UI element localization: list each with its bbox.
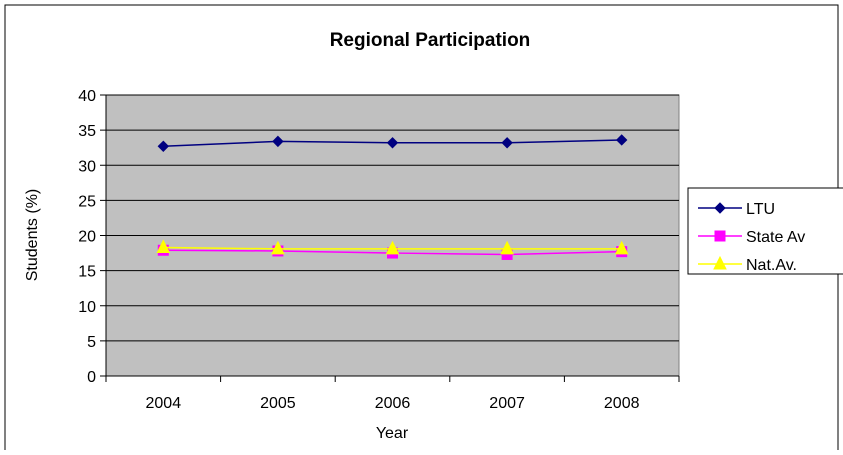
- y-axis-label: Students (%): [24, 189, 41, 281]
- legend-label-0: LTU: [746, 201, 775, 218]
- data-point-2: [156, 239, 171, 253]
- y-tick-label: 25: [78, 193, 96, 210]
- data-point-0: [615, 134, 628, 146]
- y-tick-label: 35: [78, 123, 96, 140]
- data-point-2: [500, 240, 514, 255]
- y-tick-label: 0: [87, 369, 96, 386]
- series-layer: [156, 134, 629, 260]
- legend-label-1: State Av: [746, 229, 805, 246]
- data-point-0: [501, 137, 513, 149]
- grid-layer: [106, 94, 679, 342]
- legend-marker-0: [714, 202, 726, 214]
- y-tick-label: 5: [87, 334, 96, 351]
- x-axis-label: Year: [376, 425, 409, 442]
- y-tick-label: 15: [78, 264, 96, 281]
- y-tick-label: 10: [78, 299, 96, 316]
- legend: LTU State Av Nat.Av.: [687, 187, 843, 275]
- y-tick-label: 30: [78, 158, 96, 175]
- data-point-2: [271, 240, 285, 255]
- legend-box: [687, 187, 843, 275]
- legend-label-2: Nat.Av.: [746, 257, 797, 274]
- data-point-0: [157, 140, 170, 152]
- legend-marker-1: [714, 230, 726, 242]
- x-tick-label: 2006: [375, 395, 411, 412]
- chart-title: Regional Participation: [330, 30, 531, 51]
- y-tick-label: 20: [78, 229, 96, 246]
- x-tick-label: 2004: [146, 395, 182, 412]
- data-point-2: [385, 240, 400, 255]
- data-point-0: [386, 137, 399, 149]
- x-tick-label: 2007: [489, 395, 525, 412]
- axis-layer: 0 5 10 15 20 25 30 35 40 2004 2005 2006 2007 2008: [78, 88, 680, 412]
- data-point-0: [272, 135, 284, 148]
- x-tick-label: 2005: [260, 395, 296, 412]
- y-tick-label: 40: [78, 88, 96, 105]
- data-point-2: [614, 240, 629, 255]
- x-tick-label: 2008: [604, 395, 640, 412]
- legend-marker-2: [713, 255, 727, 270]
